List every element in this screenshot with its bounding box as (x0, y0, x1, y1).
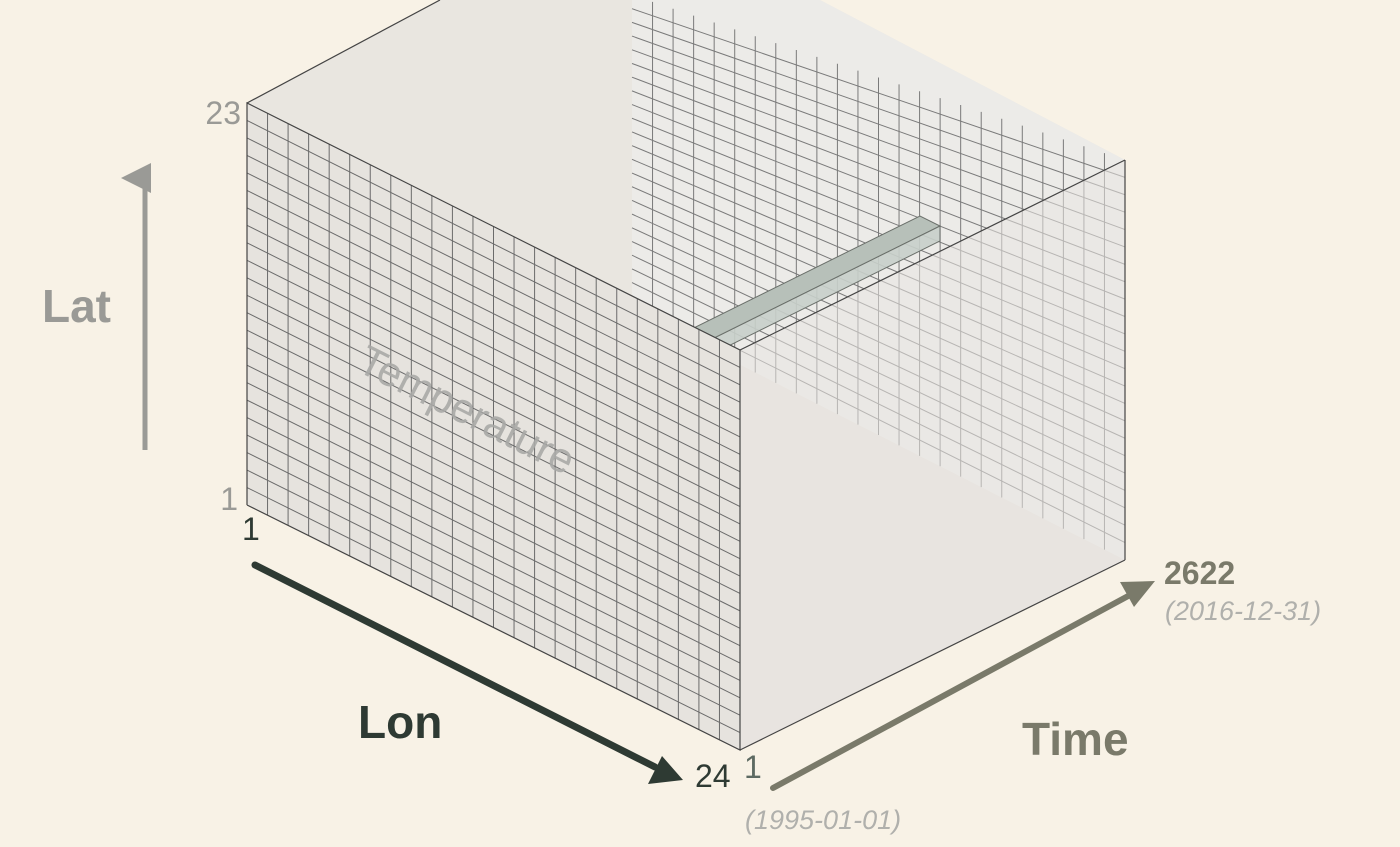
grid-line-horizontal (246, 207, 741, 455)
grid-line-horizontal (246, 487, 741, 734)
cube-right-face (740, 160, 1125, 750)
time-max-date: (2016-12-31) (1165, 596, 1321, 626)
grid-line-horizontal (246, 224, 741, 473)
grid-line-horizontal (246, 120, 741, 368)
front-grid-lines (246, 113, 741, 740)
lon-max-label: 24 (695, 758, 731, 794)
grid-line-horizontal (246, 172, 741, 421)
lon-min-label: 1 (242, 511, 260, 547)
grid-line-horizontal (246, 329, 741, 577)
lat-axis-label: Lat (42, 280, 111, 332)
lon-axis-label: Lon (358, 696, 442, 748)
grid-line-horizontal (246, 242, 741, 490)
grid-line-horizontal (631, 35, 1126, 213)
grid-line-horizontal (246, 137, 741, 386)
grid-line-horizontal (246, 452, 741, 699)
time-min-label: 1 (744, 749, 762, 785)
grid-line-horizontal (246, 399, 741, 647)
time-axis-arrow-shaft (770, 592, 1133, 791)
lon-axis-arrowhead (648, 756, 683, 784)
grid-line-horizontal (246, 294, 741, 542)
grid-line-horizontal (246, 347, 741, 594)
grid-line-horizontal (246, 364, 741, 612)
grid-line-horizontal (246, 469, 741, 716)
grid-line-horizontal (246, 189, 741, 438)
cube-edges (246, 0, 1126, 751)
lat-min-label: 1 (220, 481, 238, 517)
grid-line-horizontal (246, 154, 741, 403)
time-axis-label: Time (1022, 713, 1129, 765)
lat-max-label: 23 (205, 95, 241, 131)
grid-line-horizontal (246, 382, 741, 629)
time-max-label: 2622 (1164, 555, 1235, 591)
grid-line-horizontal (246, 417, 741, 664)
grid-line-horizontal (246, 312, 741, 560)
grid-line-horizontal (631, 8, 1126, 178)
grid-line-horizontal (246, 259, 741, 507)
grid-line-horizontal (246, 277, 741, 525)
lon-axis-arrow-shaft (251, 561, 659, 771)
grid-line-horizontal (246, 434, 741, 681)
grid-line-horizontal (631, 49, 1126, 231)
grid-line-horizontal (631, 21, 1126, 196)
time-axis-arrowhead (1120, 581, 1155, 607)
time-min-date: (1995-01-01) (745, 805, 901, 835)
